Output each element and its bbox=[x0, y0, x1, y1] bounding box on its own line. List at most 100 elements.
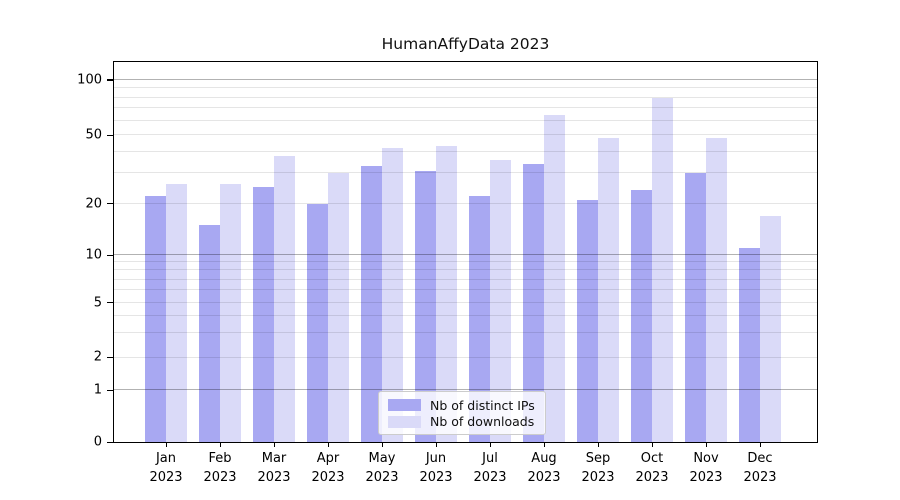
gridline-minor-5 bbox=[114, 301, 817, 303]
x-tick-label-may: May 2023 bbox=[365, 449, 398, 487]
y-tick-mark-20 bbox=[107, 203, 113, 205]
bar-downloads-feb bbox=[220, 183, 241, 442]
x-tick-year: 2023 bbox=[581, 470, 615, 485]
gridline-minor-7 bbox=[114, 278, 817, 280]
x-tick-mark-jan bbox=[166, 443, 168, 447]
x-tick-mark-nov bbox=[706, 443, 708, 447]
y-tick-mark-50 bbox=[107, 134, 113, 136]
gridline-minor-90 bbox=[114, 87, 817, 89]
x-tick-mark-feb bbox=[220, 443, 222, 447]
x-tick-label-jan: Jan 2023 bbox=[149, 449, 182, 487]
bar-downloads-dec bbox=[760, 215, 781, 442]
gridline-minor-2 bbox=[114, 356, 817, 358]
x-tick-label-dec: Dec 2023 bbox=[743, 449, 776, 487]
y-tick-label-5: 5 bbox=[93, 295, 102, 311]
gridline-minor-70 bbox=[114, 107, 817, 109]
bar-distinct-ips-sep bbox=[577, 199, 598, 442]
x-tick-year: 2023 bbox=[365, 470, 399, 485]
x-tick-month: Sep bbox=[585, 451, 611, 466]
x-tick-mark-may bbox=[382, 443, 384, 447]
y-tick-label-20: 20 bbox=[85, 196, 102, 212]
x-tick-year: 2023 bbox=[203, 470, 237, 485]
x-tick-mark-mar bbox=[274, 443, 276, 447]
x-tick-month: Jan bbox=[155, 451, 177, 466]
gridline-minor-80 bbox=[114, 96, 817, 98]
bar-downloads-jun bbox=[436, 146, 457, 442]
gridline-major-1 bbox=[114, 389, 817, 391]
bar-distinct-ips-aug bbox=[523, 163, 544, 442]
x-tick-month: Oct bbox=[640, 451, 664, 466]
y-tick-label-10: 10 bbox=[85, 247, 102, 263]
y-tick-label-50: 50 bbox=[85, 127, 102, 143]
gridline-minor-40 bbox=[114, 150, 817, 152]
gridline-minor-60 bbox=[114, 119, 817, 121]
x-tick-label-jun: Jun 2023 bbox=[419, 449, 452, 487]
x-tick-label-nov: Nov 2023 bbox=[689, 449, 722, 487]
gridline-minor-30 bbox=[114, 172, 817, 174]
x-tick-year: 2023 bbox=[311, 470, 345, 485]
x-tick-month: Jul bbox=[482, 451, 498, 466]
legend-swatch-downloads bbox=[388, 415, 421, 428]
gridline-minor-3 bbox=[114, 332, 817, 334]
bar-downloads-may bbox=[382, 148, 403, 442]
y-tick-mark-100 bbox=[107, 79, 113, 81]
plot-area: Nb of distinct IPs Nb of downloads bbox=[113, 61, 818, 443]
legend: Nb of distinct IPs Nb of downloads bbox=[378, 391, 546, 435]
x-tick-month: Mar bbox=[261, 451, 287, 466]
gridline-minor-8 bbox=[114, 269, 817, 271]
gridline-minor-4 bbox=[114, 315, 817, 317]
bar-downloads-oct bbox=[652, 97, 673, 442]
y-tick-label-100: 100 bbox=[77, 72, 102, 88]
bar-distinct-ips-mar bbox=[253, 186, 274, 442]
bar-downloads-jul bbox=[490, 159, 511, 442]
x-tick-month: Jun bbox=[425, 451, 447, 466]
x-tick-month: Apr bbox=[316, 451, 340, 466]
gridline-minor-6 bbox=[114, 289, 817, 291]
x-tick-month: Dec bbox=[747, 451, 773, 466]
x-tick-mark-sep bbox=[598, 443, 600, 447]
x-tick-label-aug: Aug 2023 bbox=[527, 449, 560, 487]
x-tick-year: 2023 bbox=[257, 470, 291, 485]
y-tick-label-2: 2 bbox=[93, 349, 102, 365]
x-tick-label-apr: Apr 2023 bbox=[311, 449, 344, 487]
x-tick-label-feb: Feb 2023 bbox=[203, 449, 236, 487]
legend-label-downloads: Nb of downloads bbox=[430, 414, 535, 430]
bar-distinct-ips-nov bbox=[685, 173, 706, 442]
legend-item-downloads: Nb of downloads bbox=[388, 414, 536, 431]
y-tick-mark-0 bbox=[107, 441, 113, 443]
x-tick-year: 2023 bbox=[473, 470, 507, 485]
x-tick-mark-jun bbox=[436, 443, 438, 447]
legend-label-distinct-ips: Nb of distinct IPs bbox=[430, 397, 535, 413]
x-tick-year: 2023 bbox=[527, 470, 561, 485]
x-tick-mark-dec bbox=[760, 443, 762, 447]
x-tick-mark-jul bbox=[490, 443, 492, 447]
y-tick-label-1: 1 bbox=[93, 382, 102, 398]
bar-distinct-ips-oct bbox=[631, 189, 652, 442]
x-tick-year: 2023 bbox=[743, 470, 777, 485]
x-tick-label-jul: Jul 2023 bbox=[473, 449, 506, 487]
gridline-minor-20 bbox=[114, 202, 817, 204]
bar-distinct-ips-feb bbox=[199, 224, 220, 442]
y-tick-mark-5 bbox=[107, 302, 113, 304]
bar-distinct-ips-jul bbox=[469, 196, 490, 442]
bar-downloads-jan bbox=[166, 183, 187, 442]
gridline-minor-9 bbox=[114, 261, 817, 263]
x-tick-year: 2023 bbox=[689, 470, 723, 485]
bar-distinct-ips-jun bbox=[415, 170, 436, 442]
x-tick-mark-aug bbox=[544, 443, 546, 447]
x-tick-year: 2023 bbox=[419, 470, 453, 485]
gridline-major-100 bbox=[114, 78, 817, 80]
x-tick-month: Nov bbox=[693, 451, 719, 466]
y-tick-label-0: 0 bbox=[93, 434, 102, 450]
bar-distinct-ips-dec bbox=[739, 248, 760, 442]
x-tick-year: 2023 bbox=[635, 470, 669, 485]
bar-distinct-ips-jan bbox=[145, 196, 166, 442]
bar-downloads-apr bbox=[328, 173, 349, 442]
bar-downloads-nov bbox=[706, 138, 727, 442]
x-tick-label-mar: Mar 2023 bbox=[257, 449, 290, 487]
x-tick-label-sep: Sep 2023 bbox=[581, 449, 614, 487]
bar-downloads-aug bbox=[544, 115, 565, 442]
bar-distinct-ips-apr bbox=[307, 203, 328, 442]
x-tick-month: Aug bbox=[531, 451, 557, 466]
